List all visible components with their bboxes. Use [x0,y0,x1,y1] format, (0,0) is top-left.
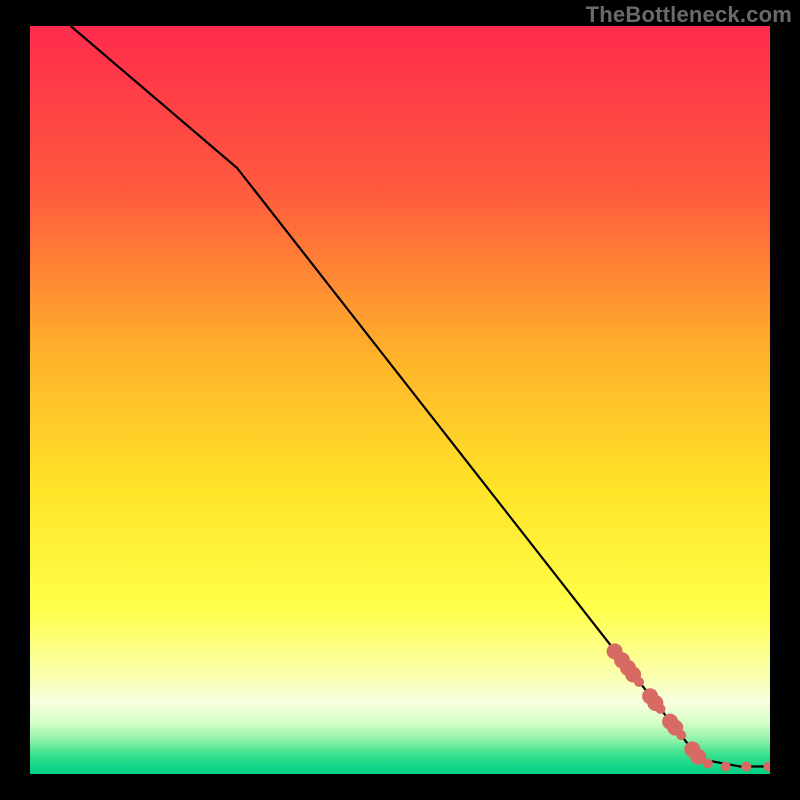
marker-point [676,730,686,740]
marker-point [655,704,665,714]
watermark-text: TheBottleneck.com [586,2,792,28]
gradient-background [30,26,770,774]
marker-point [741,762,751,772]
chart-svg [30,26,770,774]
chart-frame: TheBottleneck.com [0,0,800,800]
marker-point [634,677,644,687]
marker-point [721,762,731,772]
plot-area [30,26,770,774]
marker-point [703,759,713,769]
